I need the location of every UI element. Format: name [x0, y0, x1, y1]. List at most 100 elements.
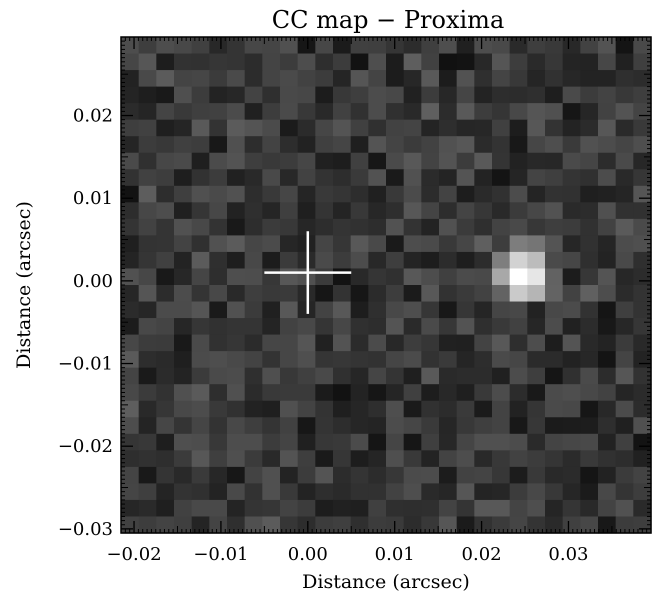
heatmap-cell: [492, 251, 511, 270]
heatmap-cell: [262, 334, 281, 352]
heatmap-cell: [262, 119, 281, 137]
heatmap-cell: [545, 450, 564, 468]
heatmap-cell: [509, 466, 528, 484]
heatmap-cell: [509, 334, 528, 352]
heatmap-cell: [456, 103, 475, 121]
heatmap-cell: [315, 136, 334, 154]
heatmap-cell: [439, 466, 458, 484]
heatmap-cell: [386, 136, 405, 154]
heatmap-cell: [262, 301, 281, 319]
heatmap-cell: [227, 169, 246, 187]
heatmap-cell: [598, 185, 617, 203]
heatmap-cell: [456, 301, 475, 319]
heatmap-cell: [333, 334, 352, 352]
heatmap-cell: [333, 53, 352, 71]
heatmap-cell: [297, 119, 316, 137]
heatmap-cell: [191, 367, 210, 385]
heatmap-cell: [297, 202, 316, 220]
heatmap-cell: [297, 103, 316, 121]
heatmap-cell: [280, 367, 299, 385]
heatmap-cell: [615, 318, 634, 336]
heatmap-cell: [615, 466, 634, 484]
heatmap-cell: [439, 218, 458, 236]
heatmap-cell: [350, 301, 369, 319]
heatmap-cell: [545, 400, 564, 418]
heatmap-cell: [580, 400, 599, 418]
heatmap-cell: [580, 433, 599, 451]
heatmap-cell: [156, 285, 175, 303]
heatmap-cell: [227, 433, 246, 451]
heatmap-cell: [174, 251, 193, 270]
heatmap-cell: [474, 53, 493, 71]
heatmap-cell: [562, 53, 581, 71]
heatmap-cell: [615, 483, 634, 501]
heatmap-cell: [244, 152, 263, 170]
heatmap-cell: [509, 103, 528, 121]
heatmap-cell: [121, 169, 140, 187]
heatmap-cell: [209, 70, 228, 88]
heatmap-cell: [456, 53, 475, 71]
heatmap-cell: [545, 367, 564, 385]
heatmap-cell: [386, 53, 405, 71]
heatmap-cell: [386, 483, 405, 501]
heatmap-cell: [227, 318, 246, 336]
heatmap-cell: [174, 37, 193, 55]
heatmap-cell: [191, 251, 210, 270]
heatmap-cell: [527, 37, 546, 55]
heatmap-cell: [615, 301, 634, 319]
heatmap-cell: [492, 103, 511, 121]
heatmap-cell: [509, 251, 528, 270]
heatmap-cell: [350, 235, 369, 253]
heatmap-cells: [121, 37, 652, 534]
heatmap-cell: [156, 301, 175, 319]
heatmap-cell: [474, 351, 493, 369]
heatmap-cell: [421, 119, 440, 137]
heatmap-cell: [562, 136, 581, 154]
heatmap-cell: [191, 384, 210, 402]
heatmap-cell: [492, 53, 511, 71]
heatmap-cell: [439, 318, 458, 336]
heatmap-cell: [227, 384, 246, 402]
heatmap-cell: [262, 86, 281, 104]
heatmap-cell: [227, 450, 246, 468]
heatmap-cell: [333, 483, 352, 501]
heatmap-cell: [121, 367, 140, 385]
heatmap-cell: [509, 86, 528, 104]
heatmap-cell: [244, 268, 263, 286]
heatmap-cell: [474, 483, 493, 501]
heatmap-cell: [156, 86, 175, 104]
heatmap-cell: [138, 136, 157, 154]
heatmap-cell: [456, 136, 475, 154]
heatmap-cell: [474, 268, 493, 286]
heatmap-cell: [191, 218, 210, 236]
heatmap-cell: [174, 516, 193, 534]
heatmap-cell: [174, 483, 193, 501]
heatmap-cell: [333, 37, 352, 55]
heatmap-cell: [421, 384, 440, 402]
heatmap-cell: [121, 202, 140, 220]
heatmap-cell: [227, 400, 246, 418]
heatmap-cell: [492, 318, 511, 336]
heatmap-cell: [545, 384, 564, 402]
heatmap-cell: [350, 285, 369, 303]
heatmap-cell: [527, 450, 546, 468]
heatmap-cell: [403, 351, 422, 369]
heatmap-cell: [527, 384, 546, 402]
heatmap-cell: [421, 70, 440, 88]
heatmap-cell: [333, 169, 352, 187]
heatmap-cell: [297, 384, 316, 402]
heatmap-cell: [227, 218, 246, 236]
heatmap-cell: [386, 466, 405, 484]
heatmap-cell: [156, 268, 175, 286]
heatmap-cell: [244, 433, 263, 451]
heatmap-cell: [474, 367, 493, 385]
heatmap-cell: [492, 202, 511, 220]
heatmap-cell: [403, 433, 422, 451]
heatmap-cell: [209, 318, 228, 336]
x-tick-label: 0.00: [288, 544, 328, 565]
heatmap-cell: [474, 417, 493, 435]
heatmap-cell: [315, 268, 334, 286]
heatmap-cell: [262, 235, 281, 253]
heatmap-cell: [138, 251, 157, 270]
heatmap-cell: [174, 202, 193, 220]
